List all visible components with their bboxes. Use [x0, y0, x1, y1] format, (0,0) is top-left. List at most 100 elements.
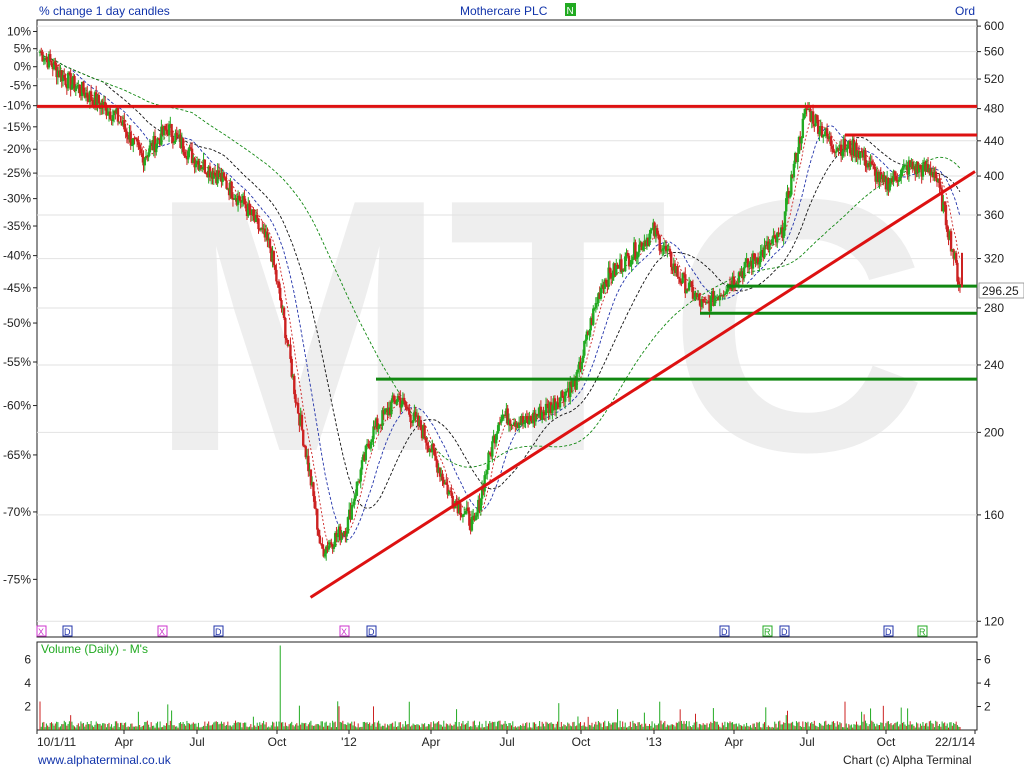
candle-body: [463, 513, 466, 515]
candle-body: [404, 401, 407, 407]
price-tick-label: 400: [984, 169, 1004, 183]
candle-body: [137, 141, 140, 145]
candle-body: [563, 391, 567, 402]
percent-tick-label: -70%: [3, 505, 31, 519]
candle-body: [109, 111, 112, 120]
price-tick-label: 600: [984, 19, 1004, 33]
candle-body: [40, 51, 43, 53]
candle-body: [424, 438, 428, 443]
price-tick-label: 360: [984, 208, 1004, 222]
percent-change-axis: 10% 5% 0% -5% -10% -15% -20% -25% -30% -35% -40% -4…: [3, 24, 37, 586]
candle-body: [529, 416, 532, 421]
candle-body: [912, 166, 916, 170]
candle-body: [888, 183, 891, 191]
candle-body: [494, 433, 498, 444]
last-price-tag: 296.25: [978, 282, 1024, 299]
candle-body: [884, 176, 888, 190]
candle-body: [293, 375, 296, 395]
last-price-value: 296.25: [982, 284, 1019, 298]
candle-body: [328, 542, 332, 546]
candle-body: [365, 443, 369, 446]
candle-body: [662, 248, 665, 250]
candle-body: [638, 244, 641, 253]
candle-body: [707, 301, 710, 303]
candle-body: [47, 54, 51, 68]
candle-body: [929, 168, 932, 176]
candle-body: [289, 344, 292, 359]
candle-body: [390, 401, 393, 415]
candle-body: [650, 228, 654, 230]
candle-body: [489, 453, 493, 457]
candle-body: [469, 525, 472, 531]
candle-body: [409, 414, 412, 423]
candle-body: [199, 165, 203, 169]
candle-body: [418, 420, 421, 426]
candle-body: [118, 121, 121, 123]
candle-body: [578, 361, 581, 370]
candle-body: [770, 239, 774, 244]
candle-body: [670, 252, 673, 268]
candle-body: [327, 545, 330, 550]
candle-body: [594, 302, 598, 308]
date-tick-label: Oct: [572, 735, 591, 749]
candle-body: [185, 156, 189, 160]
candle-body: [923, 161, 926, 165]
volume-bars: [39, 645, 961, 730]
candle-body: [808, 108, 811, 110]
candle-body: [218, 173, 222, 177]
candle-body: [493, 435, 497, 444]
candle-body: [673, 263, 677, 273]
candle-body: [580, 362, 583, 370]
candle-body: [408, 408, 411, 415]
candle-body: [436, 460, 439, 473]
candle-body: [879, 171, 882, 180]
candle-body: [604, 279, 608, 284]
percent-tick-label: 5%: [14, 42, 32, 56]
date-tick-label: 22/1/14: [935, 735, 975, 749]
candle-body: [745, 258, 748, 262]
candle-body: [827, 136, 830, 140]
candle-body: [570, 381, 573, 387]
candle-body: [957, 281, 960, 285]
candle-body: [437, 467, 440, 473]
news-badge[interactable]: [565, 3, 576, 16]
candle-body: [241, 195, 245, 202]
candle-body: [169, 124, 172, 126]
candle-body: [566, 388, 569, 392]
candle-body: [584, 339, 587, 341]
candle-body: [143, 158, 146, 166]
candle-body: [906, 165, 909, 175]
candle-body: [934, 171, 937, 179]
candle-body: [203, 159, 207, 173]
candle-body: [318, 535, 322, 544]
candle-body: [931, 172, 935, 178]
candle-body: [801, 118, 805, 138]
candle-body: [939, 187, 943, 190]
candle-body: [270, 248, 273, 262]
candle-body: [406, 408, 410, 410]
percent-tick-label: -15%: [3, 120, 31, 134]
candle-body: [911, 161, 914, 170]
candle-body: [819, 125, 822, 132]
candle-body: [755, 257, 759, 264]
candle-body: [124, 129, 127, 132]
candle-body: [340, 533, 343, 541]
volume-tick-label-right: 6: [984, 653, 991, 667]
candle-body: [956, 262, 959, 282]
candle-body: [833, 152, 836, 154]
candle-body: [216, 170, 219, 184]
event-marker-label: R: [764, 627, 771, 637]
candle-body: [721, 294, 724, 296]
website-link[interactable]: www.alphaterminal.co.uk: [37, 753, 172, 767]
support-resistance-lines: [37, 104, 977, 599]
candle-body: [612, 263, 615, 278]
candle-body: [686, 288, 690, 291]
candle-body: [60, 70, 63, 82]
candle-body: [395, 401, 398, 404]
candle-body: [768, 243, 771, 250]
candle-body: [133, 138, 136, 140]
candle-body: [792, 163, 796, 178]
date-tick-label: Jul: [799, 735, 814, 749]
candle-body: [204, 172, 208, 174]
